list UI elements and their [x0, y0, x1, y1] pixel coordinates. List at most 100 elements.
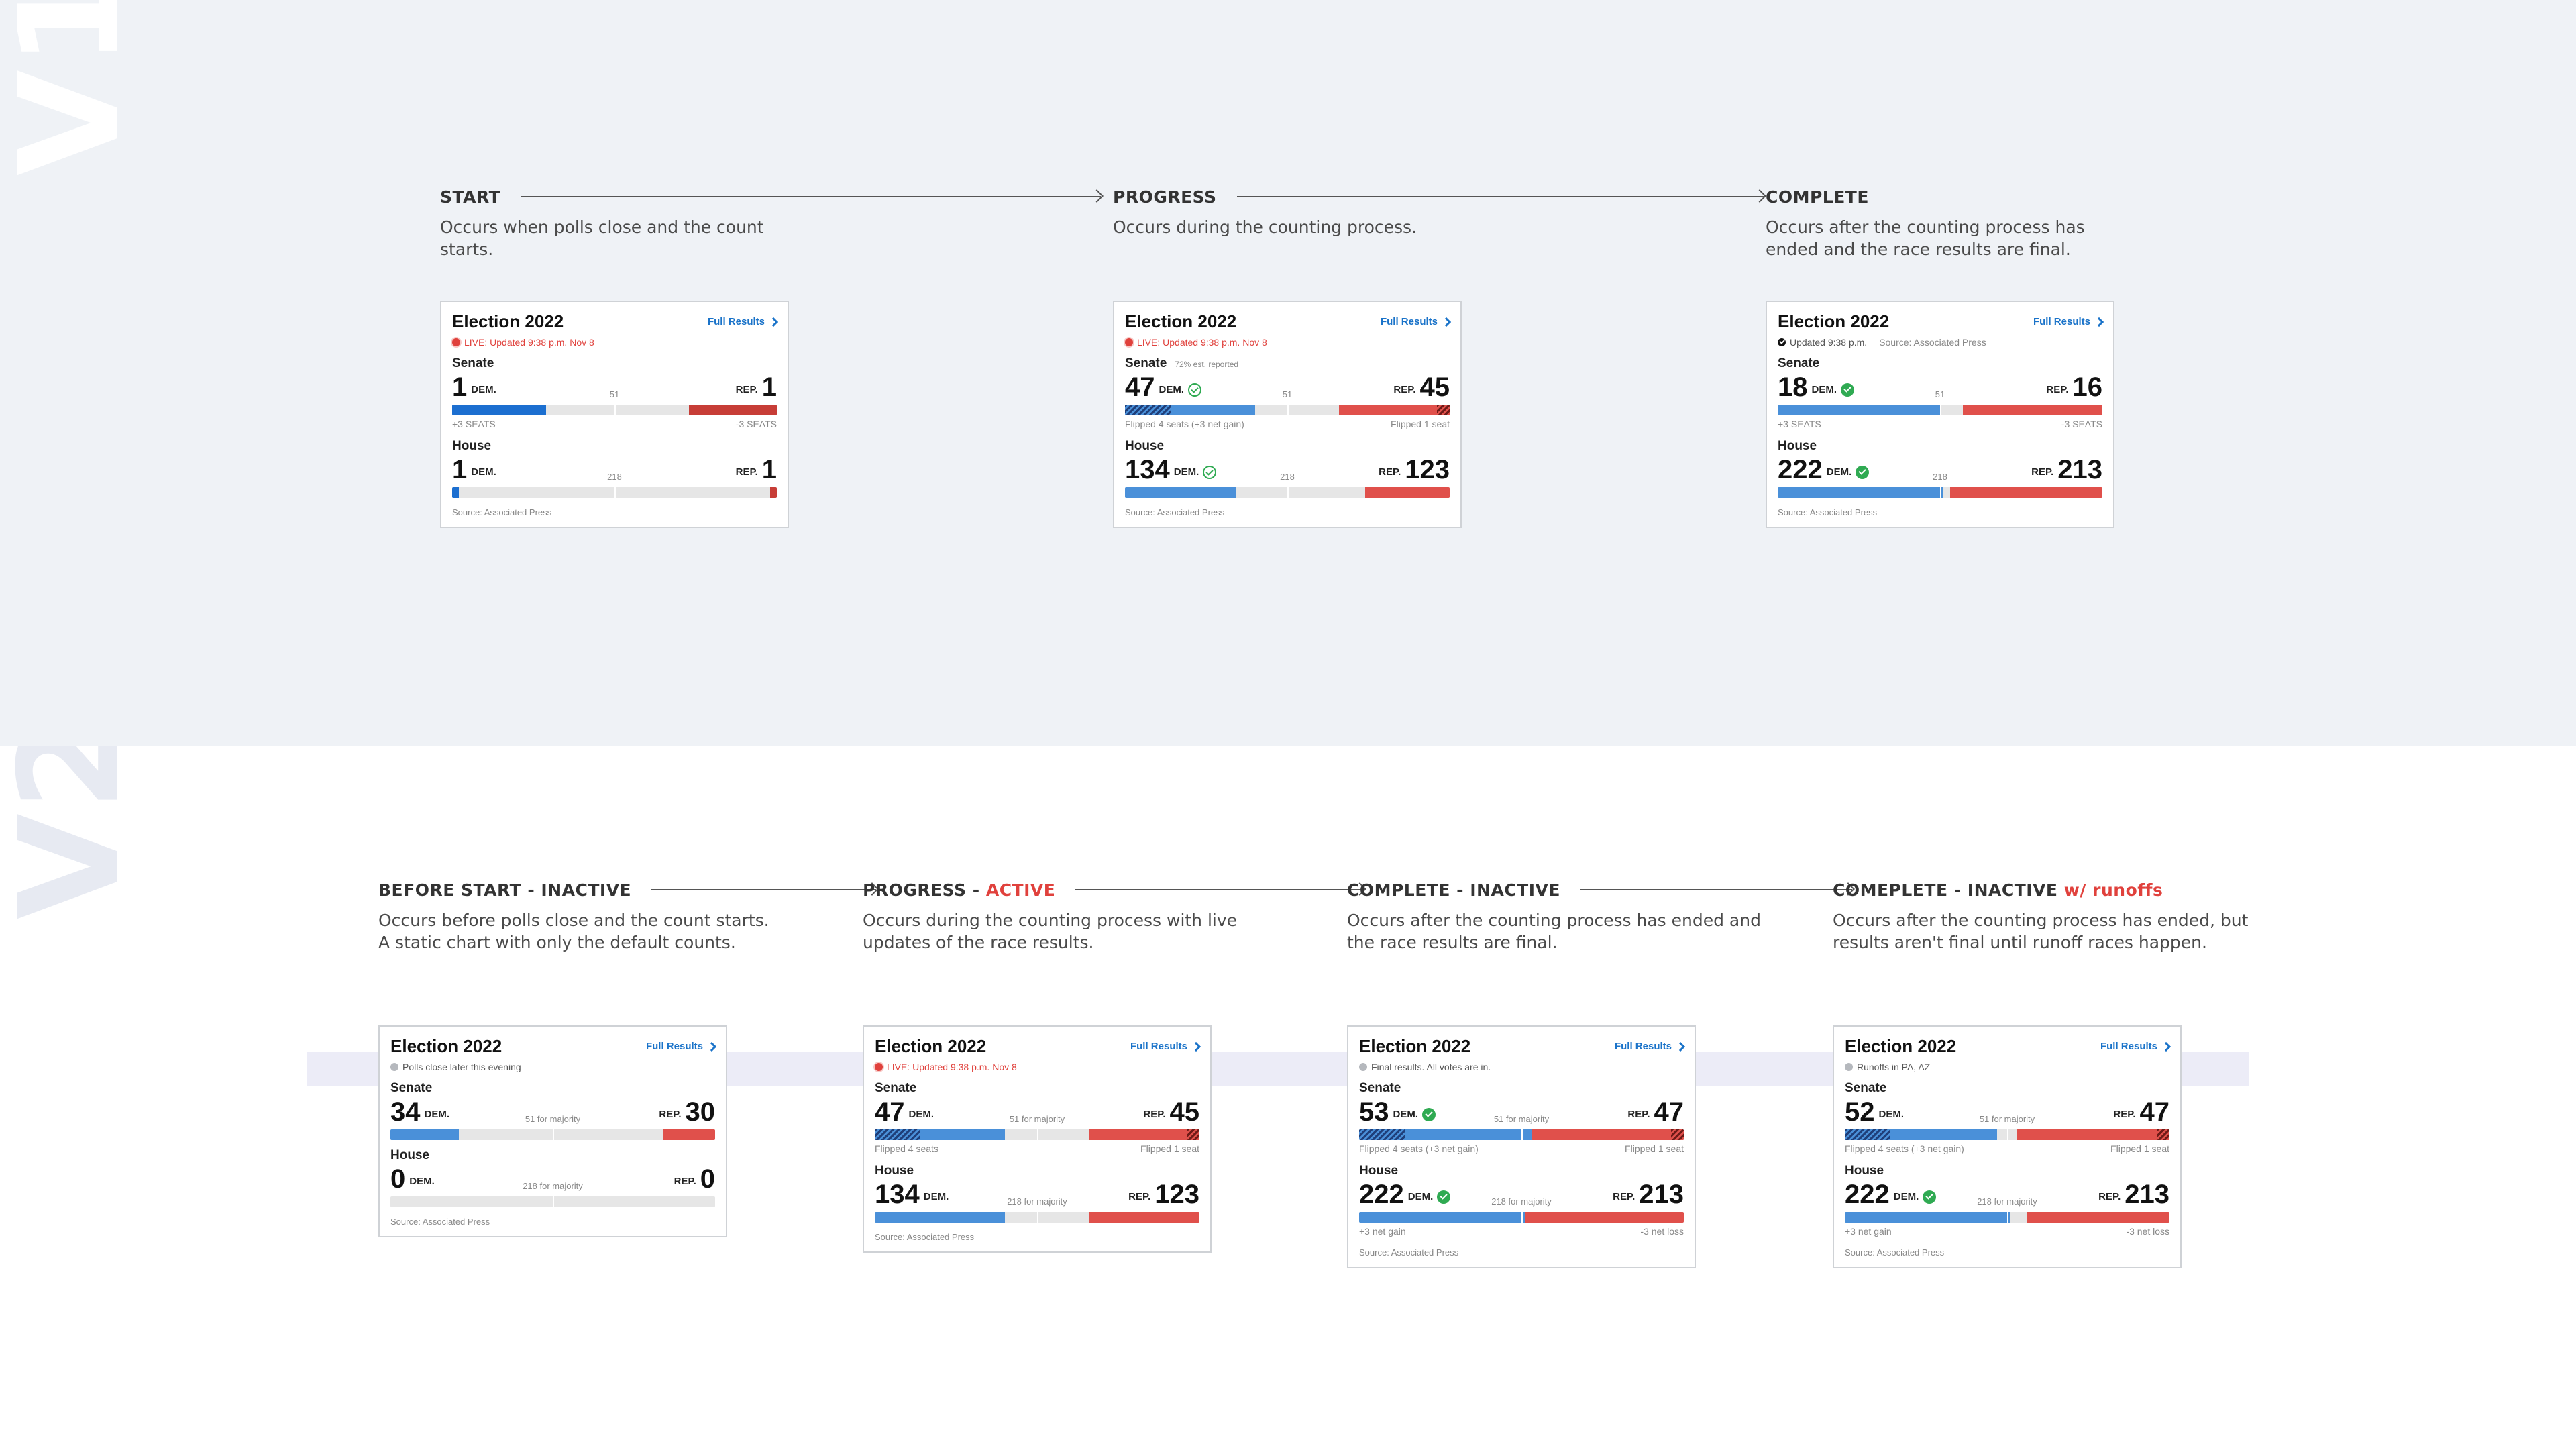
card-title: Election 2022: [1778, 311, 1890, 331]
rep-flipped-segment: [1436, 405, 1450, 415]
race-label: Senate: [1359, 1081, 1401, 1095]
stage-description: Occurs after the counting process has en…: [1766, 217, 2085, 259]
rep-bar-segment: [1531, 1129, 1684, 1140]
race-block: Senate 52 DEM. 51 for majority REP. 47: [1845, 1081, 2169, 1156]
dem-tally: 53 DEM.: [1359, 1098, 1436, 1125]
seat-change-row: +3 SEATS -3 SEATS: [452, 419, 777, 431]
seat-change-row: +3 net gain -3 net loss: [1359, 1226, 1684, 1238]
rep-seat-count: 45: [1419, 372, 1450, 402]
dem-bar-segment: [1359, 1212, 1525, 1223]
dem-seat-count: 1: [452, 372, 468, 402]
election-widget-card: Election 2022 Full Results Updated 9:38 …: [1766, 301, 2114, 528]
dem-tally: 34 DEM.: [390, 1098, 453, 1125]
full-results-link[interactable]: Full Results: [1381, 316, 1452, 327]
arrow-right-icon: [1580, 889, 1852, 890]
v1-stage-start: START Occurs when polls close and the co…: [440, 185, 1102, 260]
card-header: Election 2022 Full Results: [452, 311, 779, 332]
rep-tally: REP. 47: [2109, 1098, 2169, 1125]
dem-seat-count: 18: [1778, 372, 1808, 402]
seat-bar: [1778, 405, 2102, 415]
rep-seat-change: Flipped 1 seat: [1625, 1143, 1684, 1154]
dem-seat-change: Flipped 4 seats: [875, 1143, 938, 1154]
seat-bar: [390, 1196, 715, 1207]
status-dot-icon: [1845, 1063, 1853, 1071]
stage-description: Occurs after the counting process has en…: [1833, 911, 2249, 952]
card-header: Election 2022 Full Results: [1125, 311, 1452, 332]
race-tally: 134 DEM. 218 for majority REP. 123: [875, 1178, 1199, 1208]
full-results-link[interactable]: Full Results: [708, 316, 779, 327]
rep-bar-segment: [663, 1129, 715, 1140]
chevron-right-icon: [1441, 317, 1452, 327]
race-block: Senate 18 DEM. 51 REP. 16 +3 SEATS: [1778, 356, 2102, 431]
stage-description: Occurs during the counting process.: [1113, 217, 1417, 237]
dem-seat-count: 47: [1125, 372, 1155, 402]
race-block: House 134 DEM. 218 for majority REP. 123: [875, 1164, 1199, 1223]
dem-seat-change: Flipped 4 seats (+3 net gain): [1359, 1143, 1479, 1154]
source-footer: Source: Associated Press: [1845, 1247, 1945, 1258]
dem-seat-count: 134: [875, 1180, 920, 1209]
stage-description: Occurs during the counting process with …: [863, 911, 1238, 952]
majority-line: [1521, 1212, 1523, 1223]
rep-seat-count: 47: [1654, 1097, 1684, 1127]
card-title: Election 2022: [390, 1036, 502, 1056]
rep-seat-change: -3 net loss: [2126, 1226, 2169, 1237]
card-header: Election 2022 Full Results: [875, 1036, 1201, 1057]
status-text: Final results. All votes are in.: [1371, 1062, 1491, 1072]
race-block: House 222 DEM. 218 for majority REP. 213: [1845, 1164, 2169, 1238]
stage-title-accent: w/ runoffs: [2063, 880, 2163, 900]
seat-change-row: Flipped 4 seats (+3 net gain) Flipped 1 …: [1125, 419, 1450, 431]
majority-threshold: 51 for majority: [1009, 1114, 1065, 1124]
seat-change-row: Flipped 4 seats (+3 net gain) Flipped 1 …: [1359, 1143, 1684, 1156]
full-results-link[interactable]: Full Results: [2100, 1041, 2171, 1052]
race-block: House 0 DEM. 218 for majority REP. 0: [390, 1148, 715, 1207]
status-text: LIVE: Updated 9:38 p.m. Nov 8: [1137, 337, 1267, 348]
race-label: Senate: [1778, 356, 1820, 370]
arrow-right-icon: [1075, 889, 1364, 890]
race-label: House: [875, 1164, 914, 1178]
election-widget-card: Election 2022 Full Results LIVE: Updated…: [440, 301, 789, 528]
race-tally: 1 DEM. 218 REP. 1: [452, 454, 777, 483]
status-line: LIVE: Updated 9:38 p.m. Nov 8: [875, 1061, 1199, 1073]
race-tally: 222 DEM. 218 REP. 213: [1778, 454, 2102, 483]
rep-seat-count: 30: [685, 1097, 716, 1127]
dem-flipped-segment: [1125, 405, 1171, 415]
arrow-right-icon: [1236, 196, 1764, 197]
rep-seat-count: 1: [761, 372, 777, 402]
race-tally: 47 DEM. 51 for majority REP. 45: [875, 1096, 1199, 1125]
seat-bar: [452, 487, 777, 498]
rep-seat-count: 213: [2057, 455, 2102, 484]
majority-line: [1037, 1212, 1038, 1223]
card-header: Election 2022 Full Results: [1778, 311, 2104, 332]
majority-line: [1940, 487, 1941, 498]
full-results-link[interactable]: Full Results: [1130, 1041, 1201, 1052]
race-tally: 34 DEM. 51 for majority REP. 30: [390, 1096, 715, 1125]
race-label: House: [452, 439, 492, 453]
full-results-link[interactable]: Full Results: [1615, 1041, 1686, 1052]
dem-label: DEM.: [923, 1191, 949, 1202]
status-text: LIVE: Updated 9:38 p.m. Nov 8: [887, 1062, 1017, 1072]
full-results-link[interactable]: Full Results: [646, 1041, 717, 1052]
rep-label: REP.: [735, 466, 758, 478]
rep-label: REP.: [2098, 1191, 2121, 1202]
majority-line: [1940, 405, 1941, 415]
rep-tally: REP. 30: [655, 1098, 715, 1125]
dem-seat-change: +3 SEATS: [1778, 419, 1821, 429]
status-text: LIVE: Updated 9:38 p.m. Nov 8: [464, 337, 594, 348]
majority-line: [2007, 1129, 2008, 1140]
race-tally: 134 DEM. 218 REP. 123: [1125, 454, 1450, 483]
dem-label: DEM.: [1878, 1109, 1904, 1120]
status-line: Runoffs in PA, AZ: [1845, 1061, 2169, 1073]
seat-bar: [1125, 405, 1450, 415]
race-block: Senate 47 DEM. 51 for majority REP. 45: [875, 1081, 1199, 1156]
dem-seat-change: +3 net gain: [1359, 1226, 1406, 1237]
race-tally: 222 DEM. 218 for majority REP. 213: [1359, 1178, 1684, 1208]
race-block: Senate 1 DEM. 51 REP. 1 +3 SEATS: [452, 356, 777, 431]
rep-tally: REP. 16: [2042, 374, 2102, 401]
majority-line: [1287, 487, 1289, 498]
rep-seat-count: 213: [2125, 1180, 2169, 1209]
full-results-link[interactable]: Full Results: [2033, 316, 2104, 327]
dem-seat-count: 34: [390, 1097, 421, 1127]
dem-tally: 134 DEM.: [875, 1181, 953, 1208]
v2-stage-before-start: BEFORE START - INACTIVE Occurs before po…: [378, 878, 877, 954]
dem-label: DEM.: [424, 1109, 450, 1120]
